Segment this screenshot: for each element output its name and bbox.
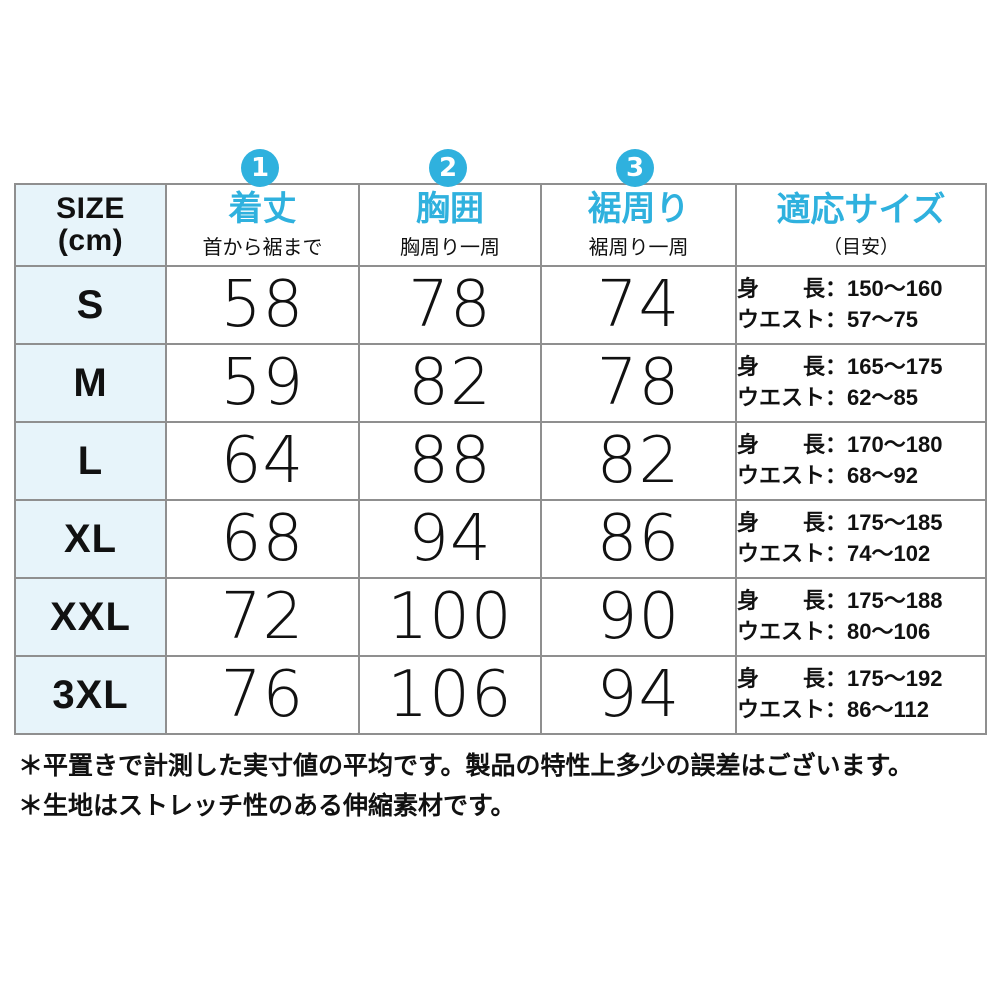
fit-height-label: 身 長： [737, 588, 848, 614]
fit-height-label: 身 長： [737, 432, 848, 458]
fit-height-value: 175〜188 [847, 588, 943, 614]
table-row-m: M 59 82 78 身 長：165〜175 ウエスト：62〜85 [14, 343, 987, 423]
col-header-length: 着丈 首から裾まで [165, 183, 360, 267]
hem-value: 94 [540, 655, 737, 735]
fit-waist-value: 68〜92 [847, 463, 918, 488]
table-row-3xl: 3XL 76 106 94 身 長：175〜192 ウエスト：86〜112 [14, 655, 987, 735]
col-sub-length: 首から裾まで [202, 237, 323, 260]
hem-value: 86 [540, 499, 737, 579]
length-value: 76 [165, 655, 360, 735]
size-cell: S [14, 265, 167, 345]
col-sub-hem: 裾周り一周 [588, 237, 689, 260]
footnote-fabric: ＊生地はストレッチ性のある伸縮素材です。 [18, 792, 516, 820]
fit-cell: 身 長：150〜160 ウエスト：57〜75 [735, 265, 987, 345]
fit-height-value: 150〜160 [847, 276, 943, 302]
size-cell: XXL [14, 577, 167, 657]
header-row: SIZE (cm) 着丈 首から裾まで 胸囲 胸周り一周 裾周り 裾周り一周 適… [14, 183, 987, 267]
fit-cell: 身 長：175〜192 ウエスト：86〜112 [735, 655, 987, 735]
size-header-line1: SIZE [56, 191, 125, 225]
fit-height-label: 身 長： [737, 354, 848, 380]
fit-waist-value: 86〜112 [847, 697, 929, 722]
chest-value: 88 [358, 421, 542, 501]
length-value: 72 [165, 577, 360, 657]
hem-value: 90 [540, 577, 737, 657]
fit-cell: 身 長：175〜188 ウエスト：80〜106 [735, 577, 987, 657]
table-row-xl: XL 68 94 86 身 長：175〜185 ウエスト：74〜102 [14, 499, 987, 579]
fit-waist-label: ウエスト： [737, 385, 848, 410]
chest-value: 94 [358, 499, 542, 579]
col-title-hem: 裾周り [587, 189, 690, 228]
col-header-chest: 胸囲 胸周り一周 [358, 183, 542, 267]
length-value: 68 [165, 499, 360, 579]
length-value: 59 [165, 343, 360, 423]
hem-value: 78 [540, 343, 737, 423]
size-header-line2: (cm) [57, 224, 124, 257]
fit-height-value: 165〜175 [847, 354, 943, 380]
fit-waist-value: 74〜102 [847, 541, 931, 566]
col-header-fit: 適応サイズ （目安） [735, 183, 987, 267]
col-sub-chest: 胸周り一周 [400, 237, 500, 260]
fit-height-value: 175〜192 [847, 666, 943, 692]
size-unit-header: SIZE (cm) [14, 183, 167, 267]
fit-height-label: 身 長： [737, 666, 848, 692]
table-row-l: L 64 88 82 身 長：170〜180 ウエスト：68〜92 [14, 421, 987, 501]
fit-height-value: 170〜180 [847, 432, 943, 458]
footnotes: ＊平置きで計測した実寸値の平均です。製品の特性上多少の誤差はございます。 ＊生地… [18, 746, 982, 826]
fit-waist-value: 62〜85 [847, 385, 918, 410]
table-row-s: S 58 78 74 身 長：150〜160 ウエスト：57〜75 [14, 265, 987, 345]
fit-waist-label: ウエスト： [737, 619, 848, 644]
column-badge-2: 2 [429, 149, 467, 187]
fit-cell: 身 長：170〜180 ウエスト：68〜92 [735, 421, 987, 501]
chest-value: 78 [358, 265, 542, 345]
column-badge-3: 3 [616, 149, 654, 187]
size-chart-table: SIZE (cm) 着丈 首から裾まで 胸囲 胸周り一周 裾周り 裾周り一周 適… [14, 183, 987, 735]
size-cell: 3XL [14, 655, 167, 735]
col-sub-fit: （目安） [822, 237, 899, 259]
fit-height-label: 身 長： [737, 510, 848, 536]
size-cell: L [14, 421, 167, 501]
col-title-chest: 胸囲 [416, 189, 484, 228]
fit-waist-value: 80〜106 [847, 619, 931, 644]
size-cell: M [14, 343, 167, 423]
hem-value: 82 [540, 421, 737, 501]
footnote-measurement: ＊平置きで計測した実寸値の平均です。製品の特性上多少の誤差はございます。 [18, 752, 914, 780]
length-value: 64 [165, 421, 360, 501]
chest-value: 100 [358, 577, 542, 657]
hem-value: 74 [540, 265, 737, 345]
length-value: 58 [165, 265, 360, 345]
chest-value: 82 [358, 343, 542, 423]
fit-cell: 身 長：175〜185 ウエスト：74〜102 [735, 499, 987, 579]
fit-height-label: 身 長： [737, 276, 848, 302]
fit-cell: 身 長：165〜175 ウエスト：62〜85 [735, 343, 987, 423]
size-cell: XL [14, 499, 167, 579]
fit-waist-label: ウエスト： [737, 697, 848, 722]
col-header-hem: 裾周り 裾周り一周 [540, 183, 737, 267]
fit-waist-label: ウエスト： [737, 541, 848, 566]
chest-value: 106 [358, 655, 542, 735]
table-row-xxl: XXL 72 100 90 身 長：175〜188 ウエスト：80〜106 [14, 577, 987, 657]
fit-waist-label: ウエスト： [737, 307, 848, 332]
column-badge-1: 1 [241, 149, 279, 187]
fit-height-value: 175〜185 [847, 510, 943, 536]
fit-waist-label: ウエスト： [737, 463, 848, 488]
fit-waist-value: 57〜75 [847, 307, 918, 332]
col-title-length: 着丈 [228, 189, 297, 228]
col-title-fit: 適応サイズ [776, 190, 946, 229]
